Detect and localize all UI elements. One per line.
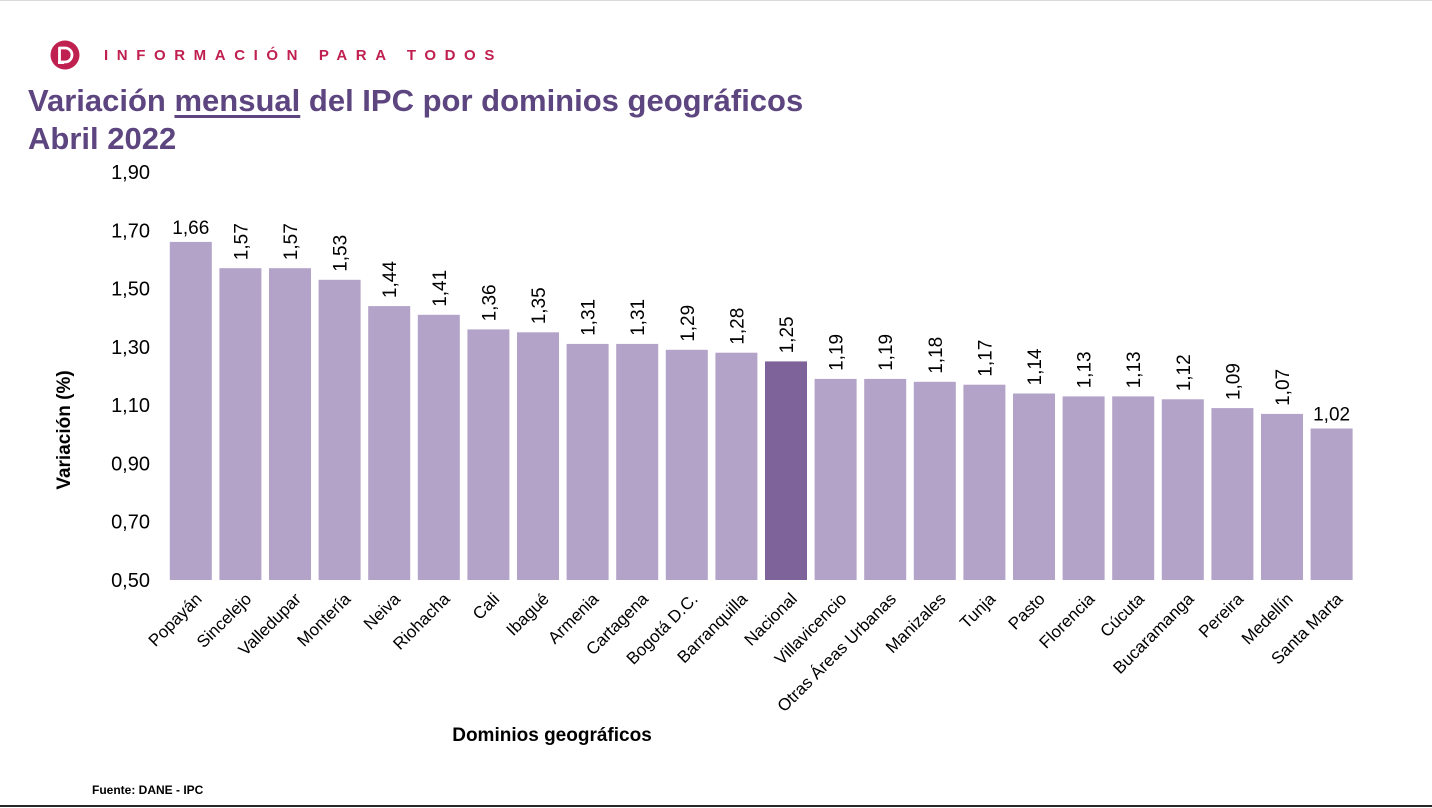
bar xyxy=(765,361,807,580)
data-label: 1,35 xyxy=(529,287,550,324)
data-label: 1,57 xyxy=(281,223,302,260)
y-axis-title: Variación (%) xyxy=(54,370,75,489)
bar xyxy=(1112,396,1155,580)
brand-tagline: INFORMACIÓN PARA TODOS xyxy=(104,46,503,64)
bar xyxy=(368,306,411,580)
data-label: 1,13 xyxy=(1075,351,1096,388)
x-tick-label: Montería xyxy=(294,589,355,650)
y-axis: 0,50 0,70 0,90 1,10 1,30 1,50 1,70 1,90 xyxy=(111,162,150,592)
bar-chart: 0,50 0,70 0,90 1,10 1,30 1,50 1,70 1,90 1,66 1,5… xyxy=(54,162,1353,746)
title-underlined-word: mensual xyxy=(174,83,301,118)
y-tick-label: 1,70 xyxy=(111,220,150,242)
bar xyxy=(318,279,361,580)
data-label: 1,36 xyxy=(479,284,500,321)
bar xyxy=(616,343,659,580)
bar xyxy=(1161,399,1204,580)
bar xyxy=(814,378,857,580)
source-note: Fuente: DANE - IPC xyxy=(92,783,204,797)
data-label: 1,19 xyxy=(827,334,848,371)
data-label: 1,57 xyxy=(231,223,252,260)
data-label: 1,14 xyxy=(1025,348,1046,385)
y-tick-label: 1,30 xyxy=(111,337,150,359)
bar xyxy=(269,268,311,580)
bar xyxy=(665,349,708,580)
data-label: 1,44 xyxy=(380,261,401,298)
x-tick-label: Florencia xyxy=(1036,589,1099,652)
bar xyxy=(1211,408,1254,580)
bar xyxy=(517,332,559,580)
x-axis-title: Dominios geográficos xyxy=(452,725,652,746)
title-line2: Abril 2022 xyxy=(28,121,177,156)
x-tick-label: Tunja xyxy=(956,589,999,632)
bar xyxy=(715,352,758,580)
bar xyxy=(1062,396,1105,580)
y-tick-label: 0,90 xyxy=(111,453,150,475)
data-label: 1,31 xyxy=(579,299,600,336)
bar xyxy=(963,384,1006,580)
y-tick-label: 1,10 xyxy=(111,395,150,417)
data-label: 1,07 xyxy=(1273,369,1294,406)
bar xyxy=(1310,428,1353,580)
data-label: 1,28 xyxy=(727,308,748,345)
y-tick-label: 0,70 xyxy=(111,512,150,534)
data-label: 1,18 xyxy=(926,337,947,374)
bar xyxy=(219,268,262,580)
data-label: 1,25 xyxy=(777,316,798,353)
bar xyxy=(1261,413,1303,580)
bar xyxy=(864,378,907,580)
bar xyxy=(913,381,956,580)
title-post: del IPC por dominios geográficos xyxy=(308,83,804,118)
bar xyxy=(1013,393,1055,580)
data-label: 1,13 xyxy=(1124,351,1145,388)
y-tick-label: 1,90 xyxy=(111,162,150,184)
x-tick-label: Neiva xyxy=(360,589,405,634)
x-tick-label: Pasto xyxy=(1005,589,1049,633)
bars: 1,66 1,57 1,57 1,53 1,44 1,41 1,36 1,35 1,31 1,31… xyxy=(169,218,1353,580)
data-label: 1,31 xyxy=(628,299,649,336)
data-label: 1,02 xyxy=(1313,405,1350,426)
data-label: 1,41 xyxy=(430,270,451,307)
data-label: 1,66 xyxy=(172,218,209,239)
title-pre: Variación xyxy=(28,83,166,118)
header: INFORMACIÓN PARA TODOS xyxy=(50,40,503,70)
bottom-divider xyxy=(0,805,1432,807)
data-label: 1,29 xyxy=(678,305,699,342)
data-label: 1,12 xyxy=(1174,354,1195,391)
title-line1: Variación mensual del IPC por dominios g… xyxy=(28,83,803,118)
data-label: 1,09 xyxy=(1223,363,1244,400)
data-label: 1,19 xyxy=(876,334,897,371)
y-tick-label: 0,50 xyxy=(111,570,150,592)
data-label: 1,53 xyxy=(331,235,352,272)
bar xyxy=(169,241,212,580)
bar xyxy=(417,314,460,580)
bar xyxy=(467,329,510,580)
x-tick-label: Cali xyxy=(469,589,503,623)
top-divider xyxy=(0,0,1432,1)
page-title: Variación mensual del IPC por dominios g… xyxy=(28,82,803,158)
y-tick-label: 1,50 xyxy=(111,279,150,301)
dane-logo-icon xyxy=(50,40,80,70)
data-label: 1,17 xyxy=(975,340,996,377)
bar xyxy=(566,343,609,580)
